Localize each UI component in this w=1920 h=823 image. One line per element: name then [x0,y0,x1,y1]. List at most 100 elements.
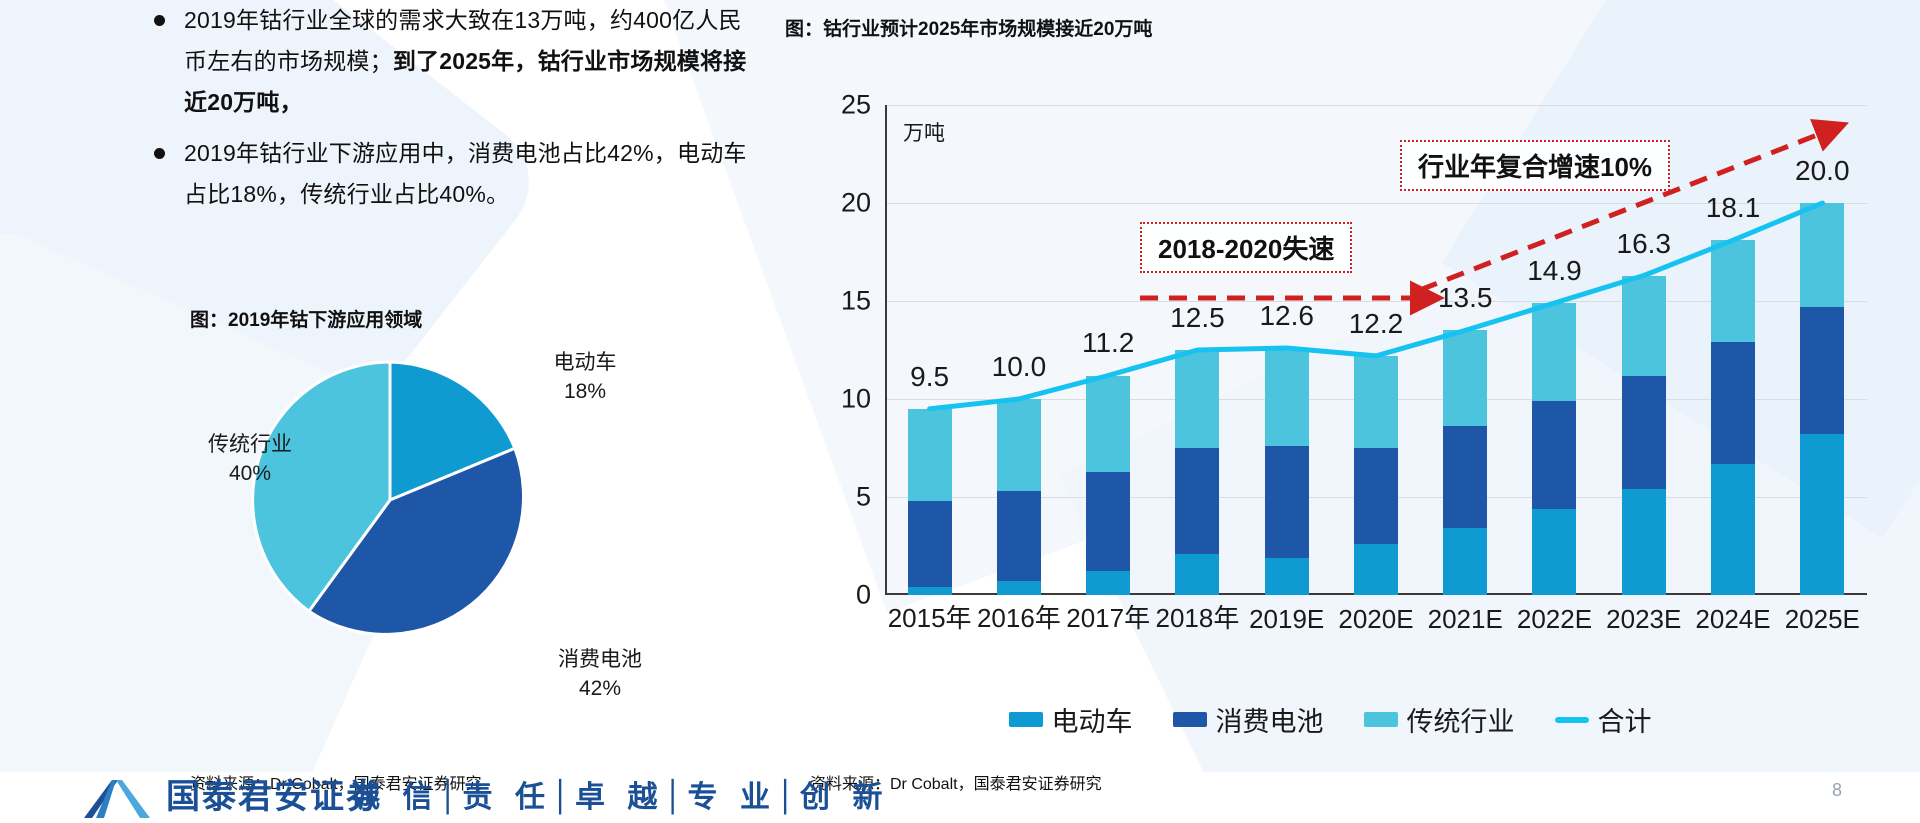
x-axis-tick-label: 2018年 [1155,603,1240,633]
bar-segment-ev[interactable] [1621,489,1666,595]
pie-slice-consumer-battery [306,446,526,636]
bar-chart-unit-label: 万吨 [903,122,945,145]
bar-segment-cons[interactable] [996,491,1041,582]
bar-column[interactable]: 12.6 2019E [1242,105,1331,634]
bar-stack[interactable] [907,408,952,595]
x-axis-tick-label: 2022E [1516,604,1593,634]
bar-stack[interactable] [1800,203,1845,595]
bar-chart-title: 图：钴行业预计2025年市场规模接近20万吨 [785,19,1153,40]
x-axis-tick-label: 2020E [1338,604,1414,634]
bar-segment-ev[interactable] [1532,508,1577,595]
bar-chart-y-axis [885,105,887,595]
bar-column[interactable]: 9.5 2015年 [885,105,974,633]
pie-label-ev-pct: 18% [563,380,607,403]
pie-slice-traditional [251,360,392,614]
bar-segment-cons[interactable] [1175,448,1220,554]
bar-chart-legend: 电动车 消费电池 传统行业 合计 [785,700,1875,739]
bar-stack[interactable] [1175,350,1220,595]
bar-segment-cons[interactable] [1086,471,1131,572]
bar-value-label: 10.0 [991,351,1047,382]
legend-swatch-icon [1172,712,1207,727]
bar-column[interactable]: 20.0 2025E [1778,105,1867,634]
bar-value-label: 18.1 [1705,192,1761,224]
bar-segment-cons[interactable] [907,500,952,588]
bar-segment-trad[interactable] [907,408,952,501]
bullet-text-1-normal: 2019年钴行业全球的需求大致在13万吨，约400亿人民币左右的市场规模； [184,7,742,74]
pie-label-traditional-pct: 40% [228,462,272,485]
pie-label-consumer-battery: 消费电池 42% [540,645,660,703]
logo-mark-icon [82,778,152,818]
bar-stack[interactable] [1711,240,1756,595]
bar-segment-ev[interactable] [1086,571,1131,595]
bar-segment-ev[interactable] [1353,544,1398,595]
bar-segment-ev[interactable] [1443,528,1488,595]
bullet-dot-icon [154,148,165,159]
x-axis-tick-label: 2015年 [887,603,972,633]
bar-segment-trad[interactable] [1443,330,1488,427]
bar-segment-trad[interactable] [1086,375,1131,472]
bar-segment-ev[interactable] [1711,463,1756,595]
legend-item[interactable]: 传统行业 [1363,700,1515,739]
bar-segment-trad[interactable] [1264,348,1309,447]
bar-segment-ev[interactable] [907,587,952,595]
bar-stack[interactable] [1532,302,1577,595]
bar-stack[interactable] [1353,355,1398,595]
legend-label: 消费电池 [1215,707,1324,737]
bar-value-label: 12.5 [1170,302,1225,333]
bar-segment-ev[interactable] [996,581,1041,595]
legend-item[interactable]: 合计 [1554,700,1652,739]
pie-chart-title: 图：2019年钴下游应用领域 [190,310,423,331]
bullet-item-2: 2019年钴行业下游应用中，消费电池占比42%，电动车占比18%，传统行业占比4… [150,133,750,215]
bar-segment-ev[interactable] [1800,434,1845,595]
bar-segment-trad[interactable] [1353,355,1398,449]
bar-column[interactable]: 18.1 2024E [1688,105,1777,634]
logo-tagline: 诚 信│责 任│卓 越│专 业│创 新 [350,780,889,815]
pie-chart [240,350,570,650]
bar-segment-ev[interactable] [1264,557,1309,595]
legend-item[interactable]: 消费电池 [1172,700,1324,739]
pie-label-ev: 电动车 18% [520,348,650,406]
bar-segment-trad[interactable] [1800,203,1845,307]
bar-segment-cons[interactable] [1621,375,1666,490]
bar-chart: 万吨 0 5 10 15 20 25 9.5 2015年 10.0 2016年 11.2 2017年… [785,90,1875,640]
bar-stack[interactable] [1621,275,1666,595]
bar-stack[interactable] [1086,375,1131,595]
bar-stack[interactable] [996,399,1041,595]
source-left: 资料来源：Dr Cobalt，国泰君安证券研究 [190,776,482,793]
bar-column[interactable]: 11.2 2017年 [1064,105,1153,633]
x-axis-tick-label: 2017年 [1066,603,1151,633]
bar-segment-cons[interactable] [1532,400,1577,509]
bar-stack[interactable] [1264,348,1309,595]
bar-column[interactable]: 12.5 2018年 [1153,105,1242,633]
bar-segment-cons[interactable] [1353,448,1398,545]
bar-segment-cons[interactable] [1711,342,1756,464]
bullet-list: 2019年钴行业全球的需求大致在13万吨，约400亿人民币左右的市场规模；到了2… [150,0,750,215]
company-logo: 国泰君安证券 [82,769,382,818]
bullet-dot-icon [154,15,165,26]
bar-value-label: 9.5 [910,360,950,392]
bar-stack[interactable] [1443,330,1488,595]
annotation-cagr: 行业年复合增速10% [1400,140,1671,191]
x-axis-tick-label: 2021E [1427,604,1503,634]
gridline [885,105,1867,106]
y-axis-tick-label: 25 [840,89,871,120]
y-axis-tick-label: 0 [855,579,871,610]
bar-segment-ev[interactable] [1175,553,1220,595]
bar-segment-trad[interactable] [996,399,1041,492]
pie-chart-svg [251,360,526,636]
bar-segment-trad[interactable] [1532,302,1577,401]
source-right: 资料来源：Dr Cobalt，国泰君安证券研究 [810,776,1102,793]
legend-swatch-icon [1008,712,1043,727]
x-axis-tick-label: 2023E [1606,604,1682,634]
bar-segment-trad[interactable] [1621,275,1666,376]
bar-column[interactable]: 10.0 2016年 [974,105,1063,633]
bar-segment-trad[interactable] [1175,350,1220,449]
legend-item[interactable]: 电动车 [1008,700,1133,739]
bar-segment-cons[interactable] [1264,446,1309,558]
bar-segment-cons[interactable] [1800,306,1845,435]
bar-chart-bars: 9.5 2015年 10.0 2016年 11.2 2017年 12.5 2018年 12.6 2… [885,105,1867,634]
bar-segment-cons[interactable] [1443,426,1488,529]
bar-segment-trad[interactable] [1711,240,1756,343]
